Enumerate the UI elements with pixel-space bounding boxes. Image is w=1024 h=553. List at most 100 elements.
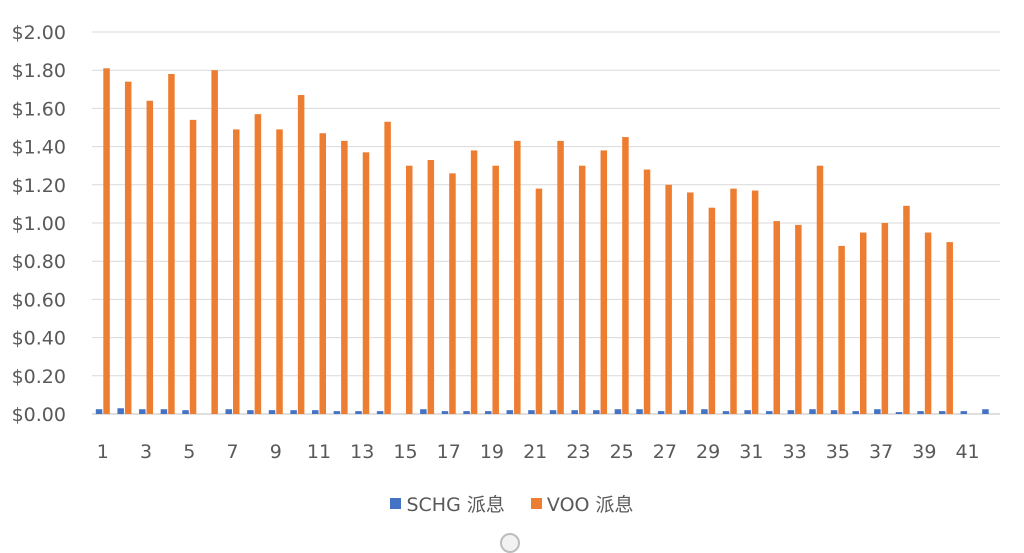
voo-bar-17	[449, 173, 456, 414]
legend-label-schg: SCHG 派息	[406, 494, 505, 516]
voo-bar-3	[146, 100, 154, 414]
x-tick-label: 35	[826, 441, 850, 463]
voo-bar-40	[946, 242, 953, 414]
voo-bar-21	[535, 188, 543, 414]
schg-bar-19	[484, 411, 492, 414]
schg-bar-34	[809, 409, 816, 414]
schg-bar-29	[701, 409, 708, 414]
voo-bar-22	[557, 140, 564, 414]
voo-bar-39	[924, 232, 932, 414]
schg-bar-3	[139, 409, 146, 414]
schg-bar-36	[852, 411, 859, 414]
voo-bar-27	[665, 184, 672, 414]
voo-bar-7	[233, 129, 240, 414]
y-tick-label: $1.00	[12, 213, 66, 235]
voo-bar-6	[211, 70, 218, 414]
schg-bar-8	[247, 410, 254, 414]
schg-bar-42	[982, 409, 989, 414]
x-tick-label: 31	[739, 441, 763, 463]
x-tick-label: 5	[183, 441, 195, 463]
voo-bar-30	[730, 188, 737, 414]
schg-bar-37	[874, 409, 881, 414]
voo-bar-24	[600, 150, 608, 415]
voo-bar-15	[405, 165, 413, 414]
x-tick-label: 17	[437, 441, 461, 463]
schg-bar-25	[614, 409, 622, 414]
gridlines	[92, 31, 1000, 415]
y-tick-label: $2.00	[12, 22, 66, 44]
schg-bar-30	[722, 411, 730, 414]
y-tick-label: $1.20	[12, 175, 66, 197]
schg-bar-23	[571, 410, 578, 414]
schg-bar-5	[182, 410, 189, 414]
y-tick-label: $0.20	[12, 366, 66, 388]
schg-bar-13	[355, 411, 362, 414]
voo-bar-9	[276, 129, 283, 414]
voo-bar-34	[816, 165, 824, 414]
bar-chart: $0.00 $0.20 $0.40 $0.60 $0.80 $1.00 $1.20 $1.40…	[12, 22, 1000, 463]
x-tick-label: 41	[955, 441, 979, 463]
voo-bar-19	[492, 165, 499, 414]
x-tick-label: 33	[783, 441, 807, 463]
voo-bar-1	[103, 68, 110, 414]
legend-item-schg[interactable]: SCHG 派息	[390, 490, 505, 517]
schg-bar-26	[636, 409, 643, 414]
y-tick-label: $0.00	[12, 404, 66, 426]
voo-bar-25	[622, 137, 629, 415]
x-tick-label: 7	[226, 441, 238, 463]
legend-item-voo[interactable]: VOO 派息	[530, 490, 634, 517]
voo-bar-28	[687, 192, 694, 414]
voo-bar-10	[297, 95, 305, 414]
x-tick-label: 23	[566, 441, 590, 463]
schg-bar-27	[657, 411, 665, 414]
x-tick-label: 3	[140, 441, 152, 463]
schg-bar-41	[960, 411, 968, 414]
voo-bar-11	[319, 133, 326, 415]
schg-bar-2	[117, 408, 124, 414]
voo-bar-16	[427, 159, 435, 414]
x-tick-label: 1	[97, 441, 109, 463]
x-tick-label: 19	[480, 441, 504, 463]
voo-bar-13	[362, 152, 370, 414]
schg-bar-12	[333, 411, 341, 414]
x-tick-label: 25	[610, 441, 634, 463]
x-tick-label: 11	[307, 441, 331, 463]
x-tick-label: 39	[912, 441, 936, 463]
schg-bar-21	[528, 410, 535, 414]
schg-bar-40	[938, 411, 946, 414]
y-axis-ticks: $0.00 $0.20 $0.40 $0.60 $0.80 $1.00 $1.20 $1.40…	[12, 22, 66, 426]
legend-label-voo: VOO 派息	[546, 494, 634, 516]
x-tick-label: 27	[653, 441, 677, 463]
y-tick-label: $1.40	[12, 137, 66, 159]
x-tick-label: 15	[393, 441, 417, 463]
schg-bar-16	[420, 409, 427, 414]
schg-bar-35	[830, 410, 838, 414]
schg-bar-17	[441, 411, 449, 414]
schg-bar-18	[463, 411, 470, 414]
x-tick-label: 21	[523, 441, 547, 463]
schg-bar-1	[95, 409, 103, 414]
bars	[95, 68, 989, 415]
voo-bar-37	[881, 223, 889, 414]
y-tick-label: $0.80	[12, 251, 66, 273]
voo-bar-18	[470, 150, 478, 415]
voo-bar-5	[189, 119, 197, 415]
voo-bar-23	[578, 165, 586, 414]
schg-bar-11	[312, 410, 319, 414]
schg-bar-14	[376, 411, 384, 414]
schg-bar-20	[506, 410, 514, 414]
voo-bar-31	[751, 190, 759, 414]
schg-swatch-icon	[390, 498, 402, 509]
voo-bar-32	[773, 221, 780, 414]
voo-bar-33	[795, 224, 802, 414]
voo-bar-29	[708, 207, 716, 414]
y-tick-label: $1.80	[12, 60, 66, 82]
schg-bar-31	[744, 410, 751, 414]
y-tick-label: $0.40	[12, 328, 66, 350]
scroll-handle-icon[interactable]	[500, 533, 520, 553]
voo-bar-14	[384, 121, 391, 415]
y-tick-label: $1.60	[12, 98, 66, 120]
voo-bar-35	[838, 245, 845, 414]
schg-bar-10	[290, 410, 297, 414]
schg-bar-4	[160, 409, 168, 414]
